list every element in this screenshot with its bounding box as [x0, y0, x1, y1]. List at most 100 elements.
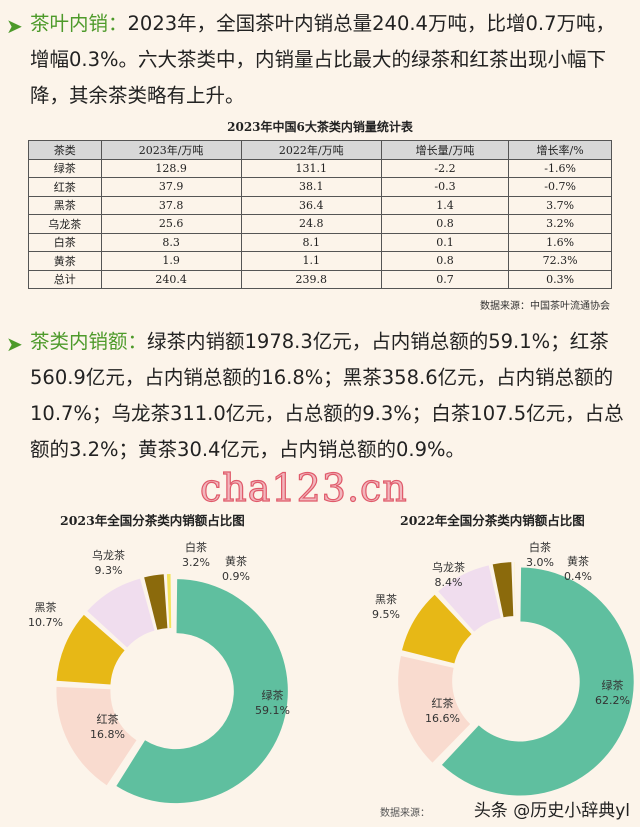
- donut-slice-2023: [87, 578, 155, 648]
- slice-label: 黄茶 0.4%: [564, 554, 592, 584]
- watermark: cha123.cn: [199, 466, 408, 510]
- table-cell: 1.6%: [508, 232, 612, 252]
- chart-source-partial: 数据来源：: [380, 808, 430, 819]
- slice-category: 乌龙茶: [432, 561, 465, 574]
- donut-slice-2022: [401, 594, 472, 664]
- slice-value: 0.9%: [222, 570, 250, 583]
- section-text: 2023年，全国茶叶内销总量240.4万吨，比增0.7万吨，增幅0.3%。六大茶…: [30, 12, 615, 107]
- footer-watermark: 头条 @历史小辞典yl: [473, 801, 630, 821]
- table-source: 数据来源：中国茶叶流通协会: [480, 301, 610, 312]
- header-cell: 增长量/万吨: [380, 140, 510, 160]
- slice-label: 绿茶 59.1%: [255, 688, 290, 718]
- slice-category: 黄茶: [566, 555, 589, 568]
- table-row: 总计 240.4 239.8 0.7 0.3%: [28, 269, 612, 289]
- slice-value: 16.8%: [90, 728, 125, 741]
- slice-category: 黄茶: [224, 555, 247, 568]
- section-heading: 茶类内销额：: [30, 330, 148, 353]
- table-cell: 8.3: [100, 232, 242, 252]
- slice-label: 乌龙茶 8.4%: [432, 560, 465, 590]
- table-cell: 240.4: [100, 269, 242, 289]
- donut-slice-2022: [438, 565, 501, 632]
- slice-value: 16.6%: [425, 712, 460, 725]
- donut-slice-2022: [514, 562, 516, 617]
- donut-slice-2023: [56, 686, 137, 786]
- slice-label: 黑茶 9.5%: [372, 592, 400, 622]
- slice-category: 红茶: [96, 713, 119, 726]
- table-cell: 3.2%: [508, 214, 612, 234]
- table-cell: 239.8: [240, 269, 382, 289]
- table-cell: 白茶: [28, 232, 102, 252]
- header-cell: 2023年/万吨: [100, 140, 242, 160]
- table-cell: 1.4: [380, 195, 510, 215]
- slice-value: 8.4%: [434, 576, 463, 589]
- table-row: 红茶 37.9 38.1 -0.3 -0.7%: [28, 177, 612, 197]
- header-cell: 茶类: [28, 140, 102, 160]
- table-cell: 38.1: [240, 177, 382, 197]
- chart-title-2022: 2022年全国分茶类内销额占比图: [400, 513, 585, 528]
- table-cell: 红茶: [28, 177, 102, 197]
- slice-value: 3.2%: [182, 556, 210, 569]
- table-header-row: 茶类 2023年/万吨 2022年/万吨 增长量/万吨 增长率/%: [28, 140, 612, 160]
- table-row: 黑茶 37.8 36.4 1.4 3.7%: [28, 195, 612, 215]
- header-cell: 2022年/万吨: [240, 140, 382, 160]
- donut-slice-2023: [166, 574, 172, 629]
- table-cell: 3.7%: [508, 195, 612, 215]
- table-cell: -1.6%: [508, 158, 612, 178]
- donut-slice-2022: [441, 567, 634, 796]
- slice-value: 0.4%: [564, 570, 592, 583]
- donut-slice-2023: [56, 614, 125, 685]
- header-cell: 增长率/%: [508, 140, 612, 160]
- slice-label: 黄茶 0.9%: [222, 554, 250, 584]
- slice-value: 10.7%: [28, 616, 63, 629]
- table-cell: -2.2: [380, 158, 510, 178]
- slice-category: 白茶: [528, 541, 551, 554]
- slice-label: 黑茶 10.7%: [28, 600, 63, 630]
- slice-label: 红茶 16.6%: [425, 696, 460, 726]
- slice-category: 黑茶: [34, 601, 57, 614]
- slice-category: 红茶: [431, 697, 454, 710]
- table-title: 2023年中国6大茶类内销量统计表: [227, 120, 413, 134]
- table-cell: 0.8: [380, 214, 510, 234]
- table-cell: 0.3%: [508, 269, 612, 289]
- slice-category: 黑茶: [374, 593, 397, 606]
- table-row: 白茶 8.3 8.1 0.1 1.6%: [28, 232, 612, 252]
- sales-volume-table: 茶类 2023年/万吨 2022年/万吨 增长量/万吨 增长率/% 绿茶 128.…: [28, 140, 612, 289]
- donut-slice-2022: [492, 562, 514, 618]
- table-cell: 25.6: [100, 214, 242, 234]
- table-cell: 0.7: [380, 269, 510, 289]
- section-text: 绿茶内销额1978.3亿元，占内销总额的59.1%；红茶560.9亿元，占内销总…: [30, 330, 624, 461]
- section-heading: 茶叶内销：: [30, 12, 128, 35]
- slice-value: 3.0%: [526, 556, 554, 569]
- arrow-bullet-icon: ➤: [6, 14, 23, 38]
- slice-label: 白茶 3.0%: [526, 540, 554, 570]
- table-cell: -0.7%: [508, 177, 612, 197]
- table-row: 乌龙茶 25.6 24.8 0.8 3.2%: [28, 214, 612, 234]
- table-cell: 8.1: [240, 232, 382, 252]
- table-cell: 黄茶: [28, 251, 102, 271]
- table-cell: 绿茶: [28, 158, 102, 178]
- donut-slice-2023: [144, 574, 168, 630]
- donut-slice-2022: [398, 656, 471, 763]
- section-tea-domestic-volume: ➤ 茶叶内销：2023年，全国茶叶内销总量240.4万吨，比增0.7万吨，增幅0…: [6, 6, 630, 114]
- table-cell: 乌龙茶: [28, 214, 102, 234]
- slice-category: 绿茶: [261, 689, 284, 702]
- slice-value: 9.5%: [372, 608, 400, 621]
- table-cell: -0.3: [380, 177, 510, 197]
- donut-slice-2023: [116, 579, 288, 804]
- slice-value: 62.2%: [595, 694, 630, 707]
- chart-title-2023: 2023年全国分茶类内销额占比图: [60, 513, 245, 528]
- slice-label: 白茶 3.2%: [182, 540, 210, 570]
- slice-label: 乌龙茶 9.3%: [92, 548, 125, 578]
- table-row: 绿茶 128.9 131.1 -2.2 -1.6%: [28, 158, 612, 178]
- slice-category: 绿茶: [601, 679, 624, 692]
- arrow-bullet-icon: ➤: [6, 332, 23, 356]
- section-tea-domestic-sales: ➤ 茶类内销额：绿茶内销额1978.3亿元，占内销总额的59.1%；红茶560.…: [6, 324, 630, 468]
- slice-category: 乌龙茶: [92, 549, 125, 562]
- slice-label: 绿茶 62.2%: [595, 678, 630, 708]
- slice-value: 9.3%: [94, 564, 123, 577]
- table-cell: 131.1: [240, 158, 382, 178]
- table-cell: 24.8: [240, 214, 382, 234]
- table-cell: 0.1: [380, 232, 510, 252]
